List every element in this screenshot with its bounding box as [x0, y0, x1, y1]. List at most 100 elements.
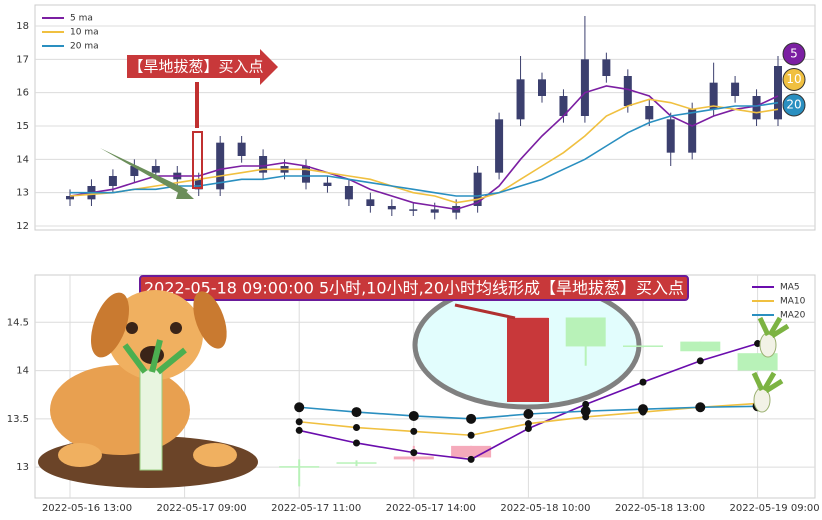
top-plot-area [34, 4, 816, 231]
ma-badge [782, 93, 806, 117]
x-tick-label: 2022-05-17 14:00 [386, 503, 476, 514]
candle-body [602, 59, 611, 76]
legend-label: MA5 [780, 283, 800, 293]
candle-body [752, 96, 761, 120]
ma-point [523, 409, 534, 420]
ma-point [408, 410, 419, 421]
candle-body [194, 179, 203, 190]
ma-badge [782, 42, 806, 66]
candle-body [451, 445, 492, 458]
candle-body [645, 106, 654, 120]
ma-point [353, 439, 360, 447]
ma-point [582, 400, 590, 408]
x-tick-label: 2022-05-18 13:00 [615, 503, 705, 514]
y-tick-label: 13 [16, 462, 29, 473]
candle-body [688, 109, 697, 153]
candle-body [216, 142, 225, 190]
candle-body [302, 166, 310, 183]
candle-body [473, 172, 482, 206]
legend-label: 20 ma [70, 42, 99, 52]
candle-body [737, 353, 778, 371]
candle-body [430, 209, 439, 213]
ma-badge [782, 68, 806, 91]
candle-body [774, 66, 782, 120]
ma-point [524, 420, 532, 428]
candle-body [108, 176, 117, 186]
y-tick-label: 14 [16, 154, 29, 165]
ma-point [351, 407, 362, 418]
trend-arrow [100, 148, 188, 196]
ma-point [294, 402, 305, 413]
ma-line [70, 101, 779, 197]
candle-body [559, 96, 568, 116]
legend-label: 10 ma [70, 28, 99, 38]
ma-line [69, 85, 779, 211]
candle-body [666, 119, 675, 153]
ma-point [295, 426, 303, 434]
candle-body [393, 456, 434, 460]
candle-body [366, 199, 375, 206]
ma-point [466, 413, 477, 424]
ma-line [69, 98, 779, 204]
candle-body [623, 76, 632, 106]
trend-arrow-head [176, 186, 194, 199]
candle-body [323, 182, 332, 186]
candle-body [538, 79, 546, 96]
y-tick-label: 13.5 [7, 414, 29, 425]
candle-body [130, 166, 139, 176]
legend-label: MA10 [780, 297, 806, 307]
candle-body [344, 186, 353, 200]
y-tick-label: 13 [16, 188, 29, 199]
legend-label: MA20 [780, 311, 806, 321]
ma-point [580, 406, 591, 417]
y-tick-label: 18 [16, 21, 29, 32]
ma-point [467, 431, 475, 439]
ma-point [638, 404, 648, 415]
ma-point [353, 424, 360, 432]
y-tick-label: 17 [16, 54, 29, 65]
ma-badge-label: 20 [786, 98, 801, 112]
candle-body [565, 317, 606, 347]
candle-body [336, 462, 377, 464]
candle-body [237, 142, 246, 156]
y-tick-label: 14.5 [7, 317, 29, 328]
candle-body [387, 206, 396, 210]
pointer-arrow [454, 303, 516, 320]
annotation: 【旱地拔葱】买入点 [128, 58, 263, 76]
ma-point [695, 402, 706, 413]
y-tick-label: 12 [16, 221, 29, 232]
x-tick-label: 2022-05-16 13:00 [42, 503, 132, 514]
ma-point [295, 418, 303, 426]
annotation-box [139, 275, 689, 301]
ma-point [467, 455, 475, 463]
leek-icon [751, 316, 790, 413]
annotation-box [127, 49, 278, 85]
candle-body [731, 82, 740, 96]
candle-body [409, 209, 418, 211]
candle-body [623, 345, 663, 347]
x-tick-label: 2022-05-17 11:00 [271, 503, 361, 514]
x-tick-label: 2022-05-17 09:00 [157, 503, 247, 514]
y-tick-label: 15 [16, 121, 29, 132]
ma-point [524, 424, 532, 432]
ma-point [696, 357, 704, 365]
highlight-candle [507, 318, 549, 402]
ma-badge-label: 5 [790, 47, 798, 61]
candle-body [66, 196, 74, 200]
candle-body [259, 156, 268, 173]
dog-illustration [38, 290, 258, 488]
y-tick-label: 16 [16, 88, 29, 99]
legend-label: 5 ma [70, 14, 93, 24]
candle-body [709, 82, 718, 110]
candle-body [516, 79, 525, 120]
ma-point [410, 449, 418, 457]
x-tick-label: 2022-05-18 10:00 [500, 503, 590, 514]
candle-body [151, 166, 160, 173]
candle-body [279, 466, 320, 468]
x-tick-label: 2022-05-19 09:00 [730, 503, 820, 514]
candle-body [680, 341, 721, 352]
ma-point [754, 340, 762, 348]
ma-point [410, 427, 418, 435]
candle-body [495, 119, 504, 173]
